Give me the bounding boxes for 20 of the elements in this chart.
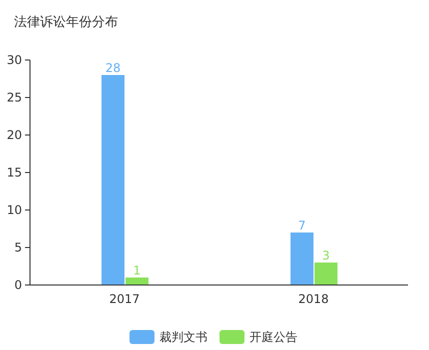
y-tick-label: 5 — [14, 240, 22, 254]
data-label: 28 — [105, 61, 121, 75]
bar — [102, 75, 124, 285]
bar — [290, 232, 314, 285]
data-label: 7 — [298, 218, 306, 232]
y-tick-label: 0 — [14, 278, 22, 292]
data-label: 3 — [322, 248, 330, 262]
legend-label: 开庭公告 — [250, 330, 298, 344]
y-tick-label: 25 — [6, 90, 22, 104]
y-tick-label: 30 — [6, 53, 22, 67]
y-tick-label: 10 — [6, 203, 22, 217]
legend-label: 裁判文书 — [160, 330, 208, 344]
y-tick-label: 20 — [6, 128, 22, 142]
bar — [314, 262, 338, 285]
bar — [126, 278, 148, 285]
y-tick-label: 15 — [6, 166, 22, 180]
x-tick-label: 2018 — [298, 292, 329, 306]
data-label: 1 — [133, 264, 141, 278]
x-tick-label: 2017 — [109, 292, 140, 306]
chart-title: 法律诉讼年份分布 — [14, 15, 118, 30]
